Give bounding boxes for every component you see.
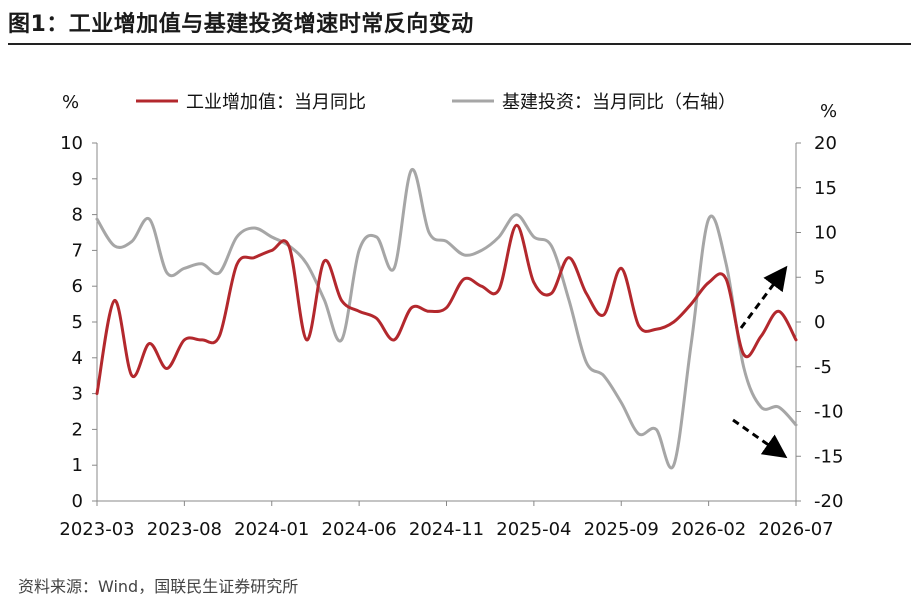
left-tick-label: 10 <box>60 133 83 154</box>
title-divider <box>8 43 911 45</box>
left-axis-unit: % <box>62 92 79 113</box>
x-tick-label: 2023-08 <box>147 519 222 540</box>
left-tick-label: 5 <box>72 312 83 333</box>
left-tick-label: 0 <box>72 491 83 512</box>
chart-lines <box>95 168 798 470</box>
right-tick-label: 10 <box>814 223 837 244</box>
left-tick-label: 8 <box>72 205 83 226</box>
chart-axes: %% <box>62 92 837 502</box>
x-tick-label: 2026-07 <box>758 519 833 540</box>
left-tick-label: 7 <box>72 240 83 261</box>
legend-item-industrial-label: 工业增加值：当月同比 <box>186 92 366 113</box>
series-line-infra <box>95 168 798 470</box>
x-tick-label: 2026-02 <box>671 519 746 540</box>
left-tick-label: 4 <box>72 348 83 369</box>
x-tick-label: 2025-09 <box>584 519 659 540</box>
source-note: 资料来源：Wind，国联民生证券研究所 <box>18 577 299 596</box>
right-tick-label: 5 <box>814 267 825 288</box>
down-arrow <box>732 418 788 459</box>
x-tick-label: 2024-06 <box>322 519 397 540</box>
left-tick-label: 3 <box>72 384 83 405</box>
series-line-industrial <box>95 223 798 396</box>
chart-legend: 工业增加值：当月同比 基建投资：当月同比（右轴） <box>136 92 736 113</box>
chart-ticks: 0 1 2 3 4 5 6 7 8 9 10 -20 -15 -10 -5 0 5 10 15 20 2023-03 20… <box>59 133 843 540</box>
right-tick-label: 0 <box>814 312 825 333</box>
x-tick-label: 2024-01 <box>234 519 309 540</box>
right-tick-label: -10 <box>814 402 843 423</box>
legend-item-infra-label: 基建投资：当月同比（右轴） <box>502 92 736 113</box>
x-tick-label: 2024-11 <box>409 519 484 540</box>
right-tick-label: 20 <box>814 133 837 154</box>
left-tick-label: 2 <box>72 419 83 440</box>
left-tick-label: 1 <box>72 455 83 476</box>
right-axis-unit: % <box>820 101 837 122</box>
right-tick-label: 15 <box>814 178 837 199</box>
right-tick-label: -20 <box>814 491 843 512</box>
left-tick-label: 6 <box>72 276 83 297</box>
x-tick-label: 2023-03 <box>59 519 134 540</box>
x-tick-label: 2025-04 <box>496 519 571 540</box>
right-tick-label: -5 <box>814 357 832 378</box>
chart-arrows <box>732 265 788 459</box>
right-tick-label: -15 <box>814 446 843 467</box>
up-arrow <box>739 265 788 329</box>
page-title: 图1：工业增加值与基建投资增速时常反向变动 <box>8 12 474 37</box>
left-tick-label: 9 <box>72 169 83 190</box>
